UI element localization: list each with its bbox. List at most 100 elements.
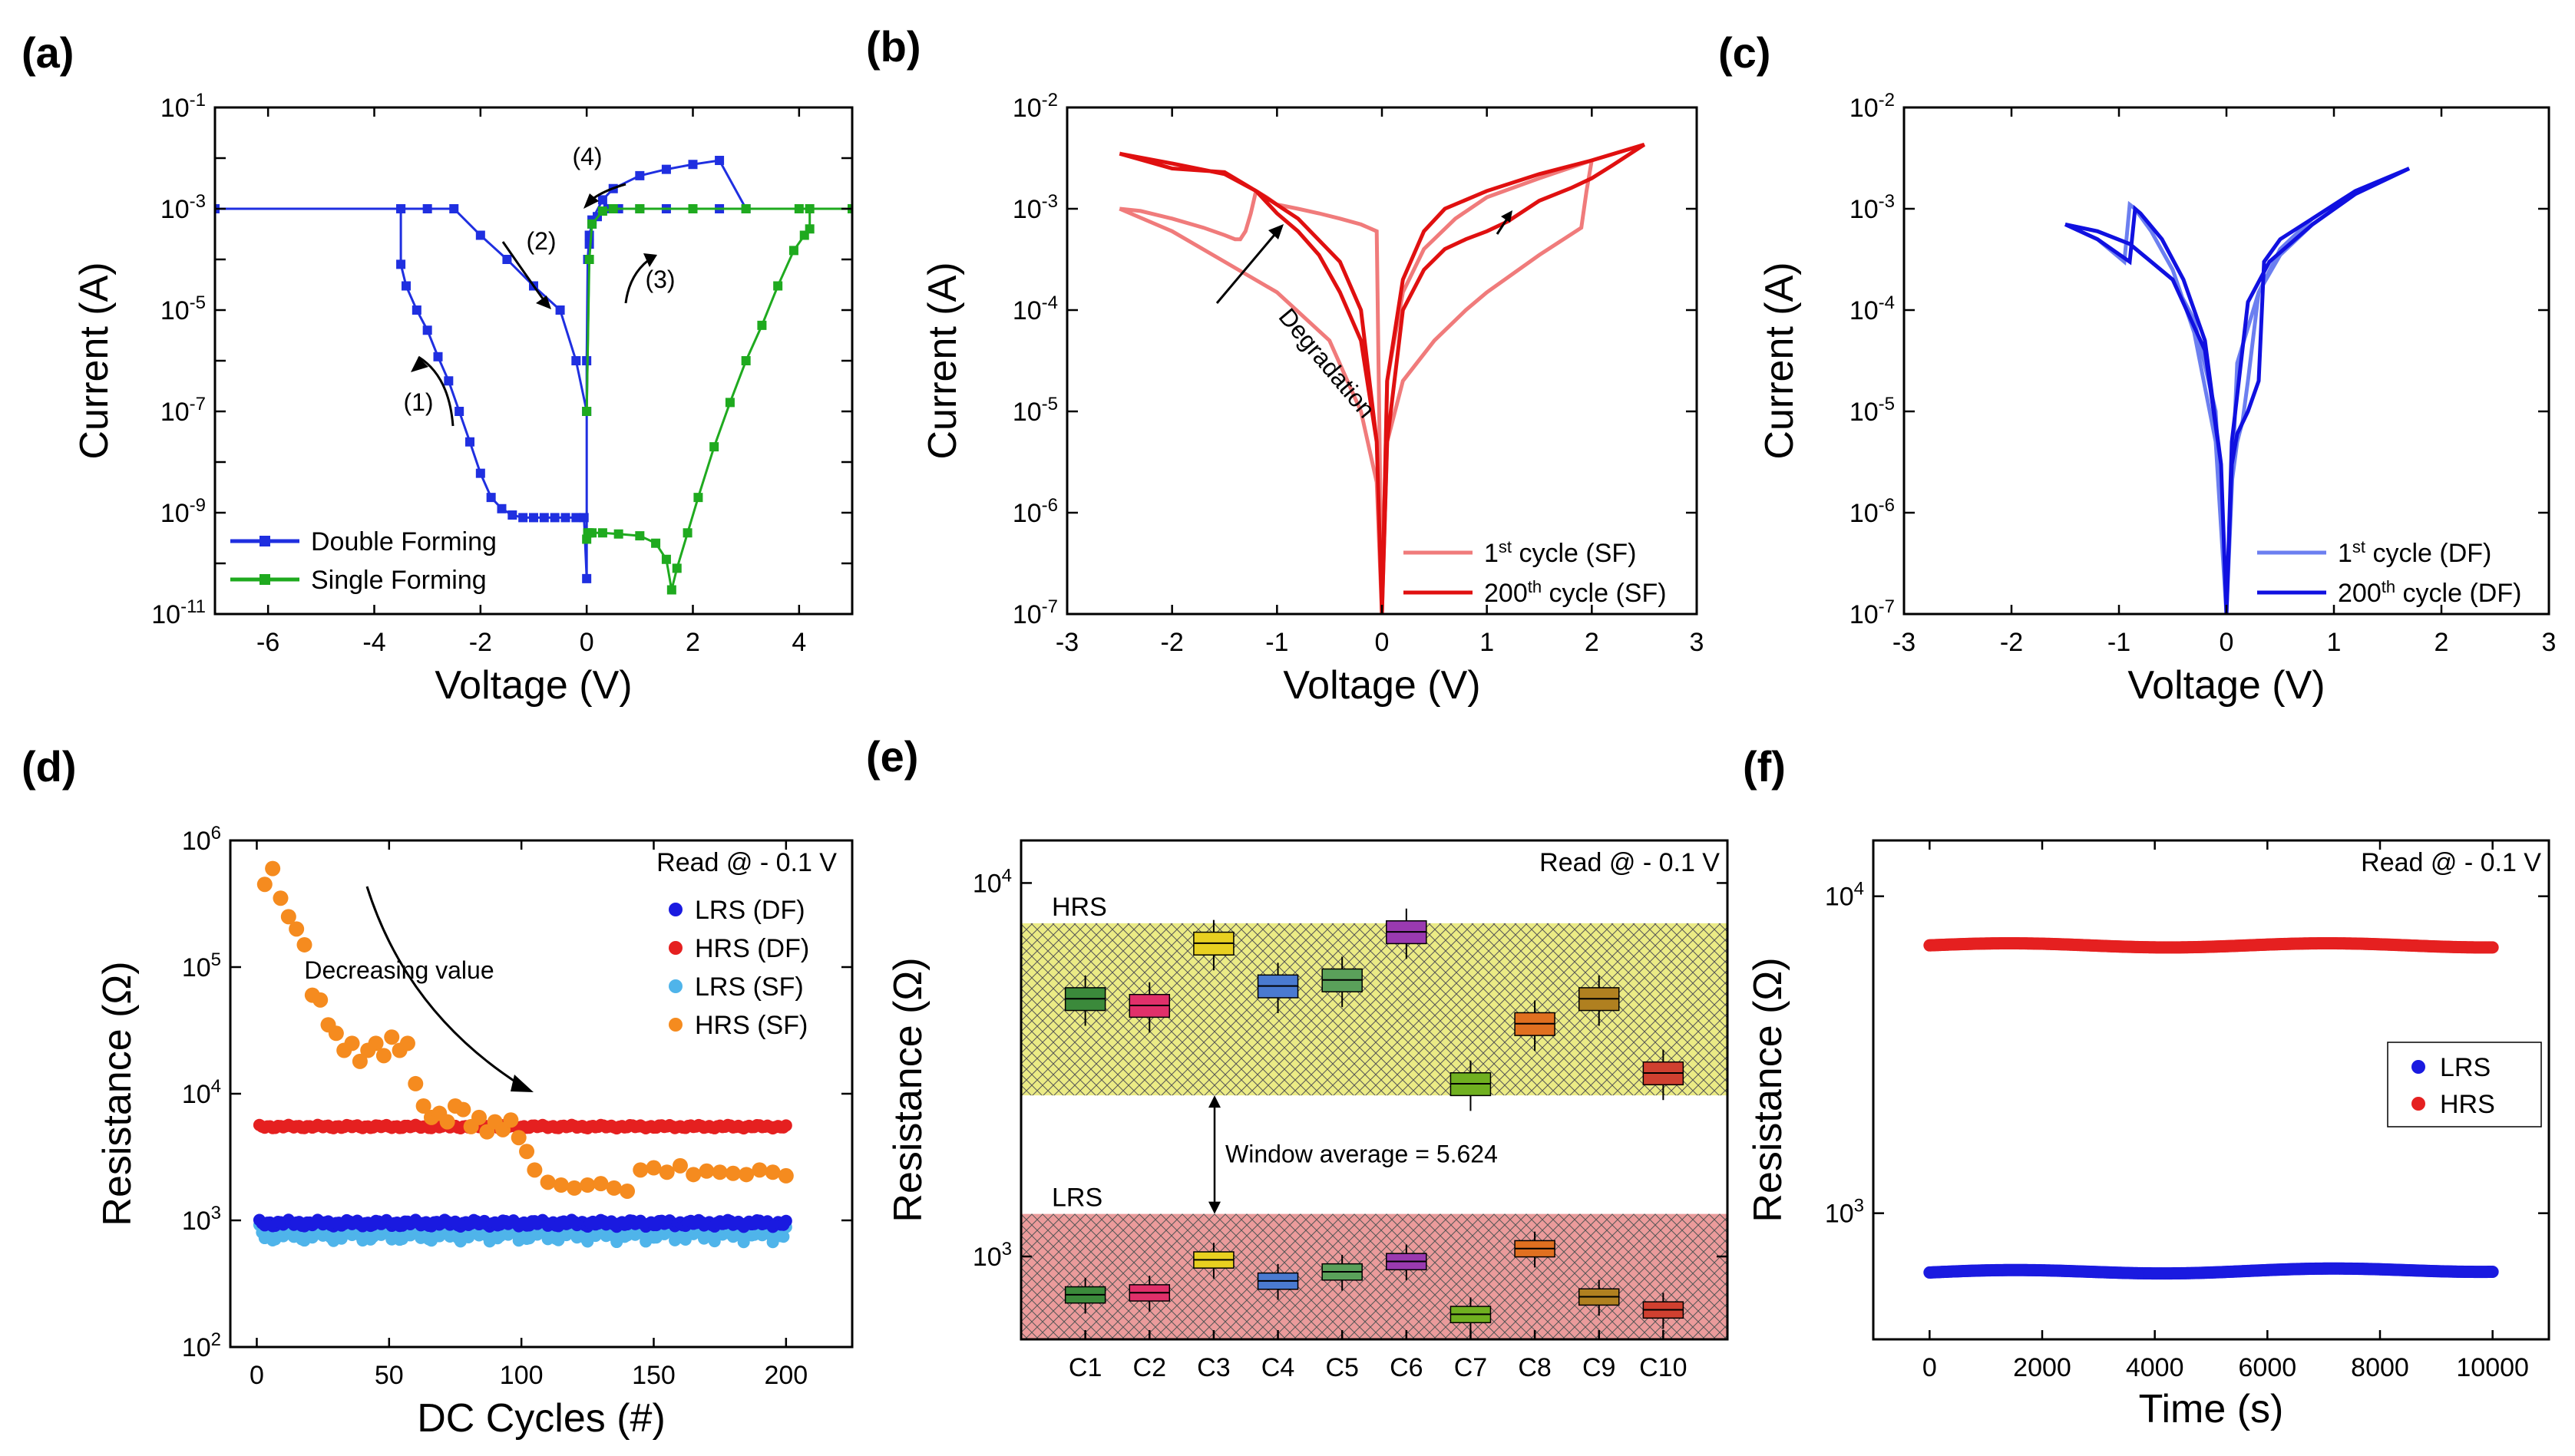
data-point-a — [688, 160, 698, 170]
data-point-hrs-sf — [256, 877, 273, 893]
data-point-a — [550, 513, 560, 523]
data-point-hrs-sf — [686, 1167, 702, 1183]
chart-c-xtick-label: -1 — [2107, 628, 2130, 657]
chart-c-ytick-label: 10-5 — [1849, 394, 1895, 427]
plot-area-c — [2064, 167, 2411, 614]
chart-b-ytick-label: 10-2 — [1013, 90, 1058, 123]
chart-b-xtick-label: 1 — [1479, 628, 1494, 657]
data-point-a — [571, 356, 581, 365]
legend-c-1-legend-label: 200th cycle (DF) — [2338, 577, 2521, 608]
data-point-hrs-sf — [633, 1162, 649, 1178]
data-point-a — [507, 510, 517, 520]
data-point-a — [635, 170, 645, 180]
band-hatch-lrs — [1021, 1213, 1727, 1339]
chart-f-xtick-label: 4000 — [2126, 1353, 2184, 1382]
chart-f-xtick-label: 2000 — [2013, 1353, 2071, 1382]
data-point-a — [497, 503, 507, 513]
chart-e-xtick-label: C7 — [1454, 1353, 1487, 1382]
plot-area-d — [253, 860, 794, 1249]
data-point-hrs-sf — [289, 921, 305, 937]
arrow-a-4-head — [583, 193, 599, 209]
data-point-hrs-sf — [265, 860, 281, 877]
annotation-a-1: (2) — [526, 227, 556, 255]
arrow-a-1-head — [411, 357, 428, 372]
chart-a-xtick-label: 4 — [792, 628, 806, 657]
chart-f-xlabel: Time (s) — [2139, 1387, 2284, 1431]
legend-title-e: Read @ - 0.1 V — [1539, 848, 1720, 877]
chart-f: 0 2000 4000 6000 8000 10000 104 103 Time (s) Resi… — [1746, 839, 2550, 1431]
data-point-a — [661, 164, 671, 174]
window-arrow-head-top — [1208, 1095, 1221, 1108]
chart-b-ytick-label: 10-5 — [1013, 394, 1058, 427]
plot-area-f — [1923, 937, 2499, 1280]
chart-d-xtick-label: 200 — [764, 1361, 808, 1390]
data-point-a — [529, 513, 538, 523]
chart-c-ytick-label: 10-7 — [1849, 596, 1895, 629]
data-point-a — [444, 376, 454, 386]
chart-e-xtick-label: C4 — [1261, 1353, 1294, 1382]
legend-b-0-legend-label: 1st cycle (SF) — [1484, 537, 1637, 568]
chart-c-xtick-label: -2 — [2000, 628, 2023, 657]
legend-a-1-legend-label: Single Forming — [311, 566, 487, 595]
data-point-a — [635, 204, 645, 213]
data-point-hrs-sf — [553, 1177, 569, 1194]
data-point-hrs-sf — [384, 1029, 400, 1045]
legend-label-d: HRS (SF) — [695, 1011, 808, 1040]
arrow-d — [365, 886, 523, 1088]
plot-area-b — [1119, 143, 1646, 614]
chart-d-xtick-label: 0 — [250, 1361, 264, 1390]
chart-c-xlabel: Voltage (V) — [2127, 663, 2325, 708]
data-point-a — [584, 230, 594, 240]
data-point-a — [597, 528, 607, 538]
legend-a-0-legend-label: Double Forming — [311, 527, 497, 556]
data-point-hrs-sf — [328, 1025, 344, 1042]
chart-b-xtick-label: 2 — [1585, 628, 1599, 657]
chart-b-ytick-label: 10-7 — [1013, 596, 1058, 629]
chart-c-frame — [1902, 106, 2550, 616]
legend-label-d: LRS (SF) — [695, 972, 804, 1002]
chart-c-ytick-label: 10-2 — [1849, 90, 1895, 123]
data-point-hrs-sf — [455, 1101, 471, 1118]
data-point-a — [805, 204, 815, 213]
chart-a-ytick-label: 10-9 — [160, 495, 206, 528]
legend-marker-d — [669, 941, 683, 955]
arrow-a-3-head — [643, 253, 657, 267]
data-point-a — [402, 281, 411, 291]
legend-title-f: Read @ - 0.1 V — [2361, 848, 2541, 877]
chart-a: -6 -4 -2 0 2 4 10-1 10-3 10-5 10-7 10-9 10-11 Voltag… — [72, 90, 854, 708]
chart-a-ylabel: Current (A) — [72, 262, 117, 459]
data-point-a — [396, 259, 406, 269]
data-point-a — [788, 246, 798, 256]
data-point-a — [396, 204, 406, 213]
window-arrow-head-bottom — [1208, 1201, 1221, 1214]
data-point-a — [582, 573, 592, 583]
data-point-hrs-sf — [593, 1176, 609, 1192]
chart-c-ylabel: Current (A) — [1757, 262, 1802, 459]
chart-e: HRS LRS C1 C2 C3 C4 C5 C6 C7 C8 C9 C10 104 103 Resista… — [886, 839, 1729, 1382]
legend-label-d: HRS (DF) — [695, 934, 809, 963]
arrow-a-1 — [418, 355, 455, 427]
data-point-hrs-sf — [399, 1035, 415, 1052]
chart-f-xtick-label: 10000 — [2456, 1353, 2529, 1382]
data-point-a — [613, 529, 623, 539]
data-point-a — [741, 204, 751, 213]
annotation-a-0: (1) — [403, 388, 433, 416]
arrow-a-2-head — [536, 295, 551, 309]
chart-a-xlabel: Voltage (V) — [435, 663, 632, 708]
chart-e-xtick-label: C9 — [1582, 1353, 1615, 1382]
legend-marker-f — [2411, 1097, 2425, 1111]
data-point-a — [715, 156, 725, 166]
chart-c-xtick-label: -3 — [1892, 628, 1916, 657]
chart-f-frame — [1872, 839, 2550, 1341]
chart-a-ytick-label: 10-11 — [151, 596, 206, 629]
data-point-hrs-sf — [280, 909, 296, 925]
band-hatch-hrs — [1021, 923, 1727, 1096]
panel-label-e: (e) — [866, 732, 918, 781]
data-point-hrs-sf — [273, 890, 289, 906]
data-point-a — [422, 325, 432, 335]
chart-d: 0 50 100 150 200 106 105 104 103 102 DC Cycles (#)… — [95, 823, 854, 1441]
chart-a-xtick-label: -4 — [362, 628, 385, 657]
data-point-hrs-sf — [712, 1164, 728, 1180]
data-point-a — [486, 493, 496, 503]
data-point-a — [449, 204, 459, 213]
